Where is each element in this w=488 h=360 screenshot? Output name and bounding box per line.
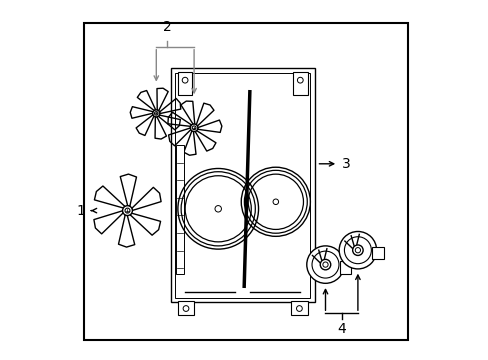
Text: 2: 2 <box>163 20 171 34</box>
Circle shape <box>154 112 158 115</box>
Bar <box>170 68 314 302</box>
Bar <box>339 261 350 274</box>
Bar <box>176 145 183 274</box>
Circle shape <box>190 124 198 131</box>
Text: 4: 4 <box>337 322 346 336</box>
Circle shape <box>352 245 363 256</box>
Circle shape <box>125 208 130 213</box>
Bar <box>178 72 192 95</box>
Circle shape <box>152 110 160 117</box>
Bar <box>291 301 307 315</box>
Circle shape <box>322 262 327 267</box>
Circle shape <box>339 231 376 269</box>
Bar <box>84 23 407 340</box>
Bar <box>175 73 310 298</box>
Bar <box>178 301 194 315</box>
Text: 3: 3 <box>341 157 350 171</box>
Circle shape <box>320 259 330 270</box>
Circle shape <box>192 126 196 130</box>
Text: 1: 1 <box>76 204 85 217</box>
Circle shape <box>306 246 344 283</box>
Circle shape <box>122 206 132 216</box>
Circle shape <box>355 248 360 253</box>
Bar <box>292 72 307 95</box>
Bar <box>371 247 383 260</box>
